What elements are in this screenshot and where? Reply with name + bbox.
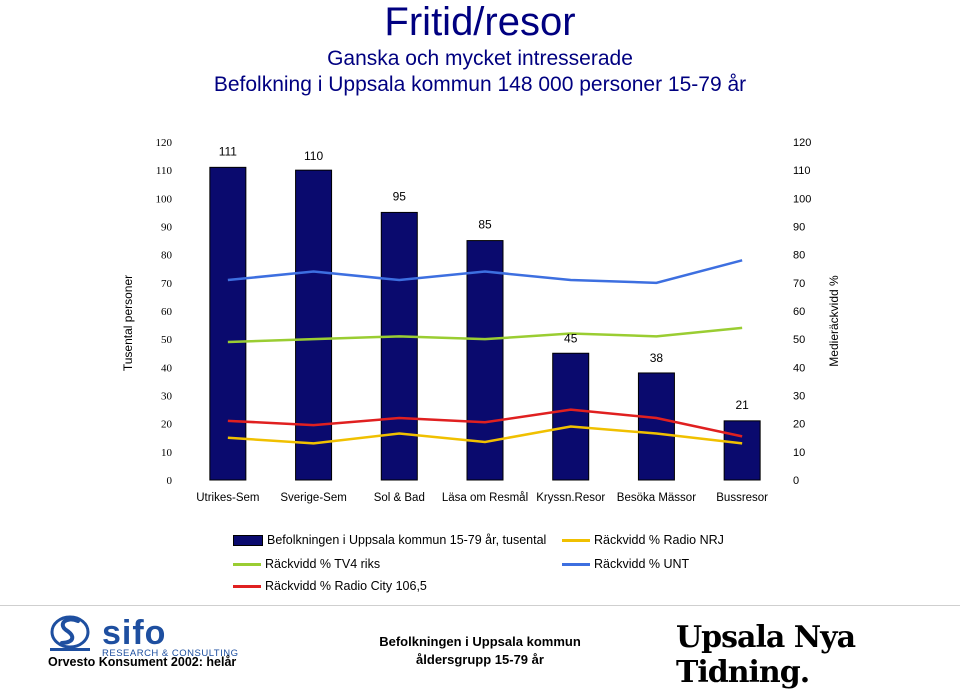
y-tick-left: 50 — [161, 334, 173, 346]
y-tick-left: 10 — [161, 447, 173, 459]
x-tick-label: Utrikes-Sem — [196, 492, 259, 504]
legend-swatch-city — [233, 585, 261, 588]
footer-divider — [0, 605, 960, 606]
bar — [209, 166, 247, 481]
series-line — [227, 425, 743, 445]
legend-swatch-unt — [562, 563, 590, 566]
bar-data-label: 38 — [650, 351, 664, 365]
y-tick-right: 50 — [793, 334, 805, 346]
y-tick-left: 80 — [161, 250, 173, 262]
sifo-wordmark: sifo — [102, 614, 167, 652]
x-tick-label: Besöka Mässor — [617, 492, 696, 504]
y-axis-title-right: Medieräckvidd % — [827, 275, 841, 367]
y-tick-left: 110 — [156, 165, 173, 177]
y-tick-right: 70 — [793, 278, 805, 290]
footer-caption-line2: åldersgrupp 15-79 år — [416, 652, 544, 667]
footer-caption-line1: Befolkningen i Uppsala kommun — [379, 634, 581, 649]
legend-item-unt: Räckvidd % UNT — [562, 557, 689, 571]
sifo-logo-icon — [50, 615, 90, 651]
legend-swatch-nrj — [562, 539, 590, 542]
legend-item-city: Räckvidd % Radio City 106,5 — [233, 579, 427, 593]
series-line — [227, 408, 743, 438]
y-tick-left: 70 — [161, 278, 173, 290]
x-tick-label: Sol & Bad — [374, 492, 425, 504]
bar-data-label: 21 — [735, 398, 749, 412]
x-tick-label: Sverige-Sem — [280, 492, 346, 504]
page-title: Fritid/resor — [384, 0, 576, 44]
unt-logo: Upsala Nya Tidning. — [676, 620, 856, 690]
series-line — [227, 326, 743, 344]
bar — [380, 211, 418, 481]
combo-chart: 0 0 10 10 20 20 30 30 40 40 50 50 60 60 70 70 80 80 90 90 10… — [121, 137, 841, 504]
y-tick-left: 60 — [161, 306, 173, 318]
bar-data-label: 110 — [304, 149, 323, 163]
legend-label-nrj: Räckvidd % Radio NRJ — [594, 533, 724, 547]
bar — [295, 169, 333, 481]
bar — [466, 240, 504, 481]
y-tick-right: 100 — [793, 193, 811, 205]
legend-label-bar: Befolkningen i Uppsala kommun 15-79 år, … — [267, 533, 547, 547]
bar-data-label: 111 — [219, 144, 238, 158]
legend-label-city: Räckvidd % Radio City 106,5 — [265, 579, 427, 593]
legend-item-bar: Befolkningen i Uppsala kommun 15-79 år, … — [233, 533, 546, 547]
legend-item-nrj: Räckvidd % Radio NRJ — [562, 533, 724, 547]
y-tick-right: 120 — [793, 137, 811, 149]
legend-swatch-bar — [233, 535, 263, 547]
y-tick-right: 30 — [793, 391, 805, 403]
bar — [637, 372, 675, 481]
x-tick-label: Kryssn.Resor — [536, 492, 605, 504]
y-tick-left: 100 — [156, 193, 173, 205]
legend-item-tv4: Räckvidd % TV4 riks — [233, 557, 380, 571]
y-tick-right: 10 — [793, 447, 805, 459]
y-tick-right: 0 — [793, 475, 799, 487]
y-tick-left: 0 — [167, 475, 173, 487]
y-tick-right: 80 — [793, 250, 805, 262]
y-tick-left: 40 — [161, 362, 173, 374]
source-note: Orvesto Konsument 2002: helår — [48, 655, 237, 669]
bar — [723, 420, 761, 481]
bar-data-label: 85 — [478, 218, 492, 232]
y-axis-title-left: Tusental personer — [121, 275, 135, 371]
y-tick-right: 90 — [793, 222, 805, 234]
legend-swatch-tv4 — [233, 563, 261, 566]
y-tick-left: 90 — [161, 222, 173, 234]
footer-caption: Befolkningen i Uppsala kommun åldersgrup… — [330, 633, 630, 669]
series-line — [227, 259, 743, 285]
y-tick-right: 60 — [793, 306, 805, 318]
legend-label-tv4: Räckvidd % TV4 riks — [265, 557, 381, 571]
x-tick-label: Bussresor — [716, 492, 768, 504]
page-subtitle-population: Befolkning i Uppsala kommun 148 000 pers… — [213, 73, 747, 96]
bar-data-label: 45 — [564, 331, 578, 345]
y-tick-left: 20 — [161, 419, 173, 431]
y-tick-right: 40 — [793, 362, 805, 374]
y-tick-right: 110 — [793, 165, 811, 177]
y-tick-right: 20 — [793, 419, 805, 431]
bar — [552, 352, 590, 481]
y-tick-left: 30 — [161, 391, 173, 403]
y-tick-left: 120 — [156, 137, 173, 149]
sifo-tagline: RESEARCH & CONSULTING — [102, 648, 239, 659]
bar-data-label: 95 — [393, 189, 407, 203]
x-tick-label: Läsa om Resmål — [442, 492, 528, 504]
legend-label-unt: Räckvidd % UNT — [594, 557, 690, 571]
page-subtitle: Ganska och mycket intresserade — [327, 47, 633, 70]
